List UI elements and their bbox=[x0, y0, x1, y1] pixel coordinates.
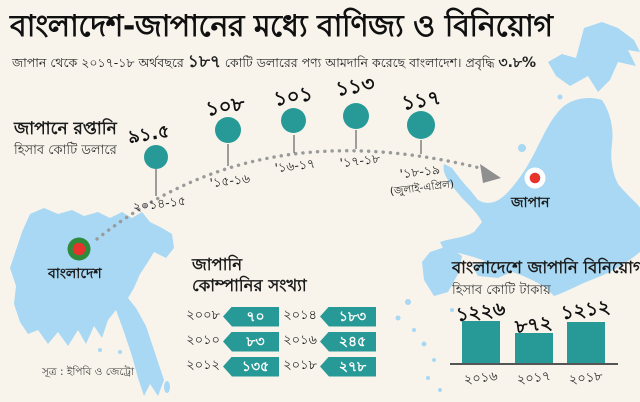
companies-row-2014: ২০১৪ ১৮৩ bbox=[283, 306, 376, 327]
companies-value-tag: ১৩৫ bbox=[223, 356, 279, 377]
bubble-stems bbox=[155, 130, 422, 196]
source-note: সূত্র : ইপিবি ও জেট্রো bbox=[42, 366, 135, 378]
bangladesh-flag-marker bbox=[67, 237, 91, 261]
investment-bar-2016 bbox=[462, 321, 500, 363]
export-bubble-2015-16 bbox=[215, 117, 241, 143]
export-chart-unit: হিসাব কোটি ডলারে bbox=[14, 143, 117, 158]
export-chart-title: জাপানে রপ্তানি bbox=[14, 119, 117, 139]
companies-row-2018: ২০১৮ ২৭৮ bbox=[283, 356, 376, 377]
subtitle-text-1: জাপান থেকে ২০১৭-১৮ অর্থবছরে bbox=[12, 55, 184, 70]
companies-year: ২০১২ bbox=[186, 358, 220, 373]
companies-value-tag: ৮৩ bbox=[223, 331, 279, 352]
companies-row-2010: ২০১০ ৮৩ bbox=[186, 331, 279, 352]
companies-section-title: জাপানি কোম্পানির সংখ্যা bbox=[192, 255, 307, 296]
companies-row-2012: ২০১২ ১৩৫ bbox=[186, 356, 279, 377]
japan-map bbox=[395, 22, 640, 392]
export-bubble-2018-19 bbox=[407, 111, 435, 139]
japan-map-label: জাপান bbox=[511, 195, 550, 211]
investment-section-title: বাংলাদেশে জাপানি বিনিয়োগ bbox=[452, 258, 640, 277]
route-arrowhead-icon bbox=[480, 164, 501, 183]
subtitle-text-2: কোটি ডলারের পণ্য আমদানি করেছে বাংলাদেশ। … bbox=[224, 55, 495, 70]
companies-year: ২০০৮ bbox=[186, 308, 220, 323]
export-bubble-2017-18 bbox=[343, 103, 369, 129]
companies-row-2016: ২০১৬ ২৪৫ bbox=[283, 331, 376, 352]
companies-year: ২০১৬ bbox=[283, 333, 317, 348]
companies-value-tag: ৭০ bbox=[223, 306, 279, 327]
companies-year: ২০১৮ bbox=[283, 358, 317, 373]
subtitle-import-value: ১৮৭ bbox=[187, 52, 221, 72]
page-title: বাংলাদেশ-জাপানের মধ্যে বাণিজ্য ও বিনিয়ো… bbox=[10, 9, 553, 44]
companies-year: ২০১৪ bbox=[283, 308, 317, 323]
bangladesh-map-label: বাংলাদেশ bbox=[48, 266, 102, 282]
companies-year: ২০১০ bbox=[186, 333, 220, 348]
investment-bar-2018 bbox=[567, 322, 605, 363]
companies-title-line2: কোম্পানির সংখ্যা bbox=[192, 275, 307, 295]
export-bubble-2016-17 bbox=[281, 108, 306, 133]
companies-title-line1: জাপানি bbox=[192, 255, 243, 274]
trade-route-dotted-arc bbox=[95, 149, 486, 241]
subtitle-growth-value: ৩.৮% bbox=[498, 55, 537, 71]
investment-bar-2017 bbox=[515, 333, 553, 363]
bangladesh-map bbox=[10, 208, 174, 396]
export-bubble-2014-15 bbox=[144, 145, 168, 169]
companies-value-tag: ২৪৫ bbox=[320, 331, 376, 352]
companies-value-tag: ২৭৮ bbox=[320, 356, 376, 377]
companies-value-tag: ১৮৩ bbox=[320, 306, 376, 327]
japan-flag-marker bbox=[524, 167, 546, 189]
investment-axis-line bbox=[450, 363, 618, 365]
page-subtitle: জাপান থেকে ২০১৭-১৮ অর্থবছরে ১৮৭ কোটি ডলা… bbox=[12, 49, 536, 77]
companies-row-2008: ২০০৮ ৭০ bbox=[186, 306, 279, 327]
investment-unit: হিসাব কোটি টাকায় bbox=[452, 283, 551, 298]
